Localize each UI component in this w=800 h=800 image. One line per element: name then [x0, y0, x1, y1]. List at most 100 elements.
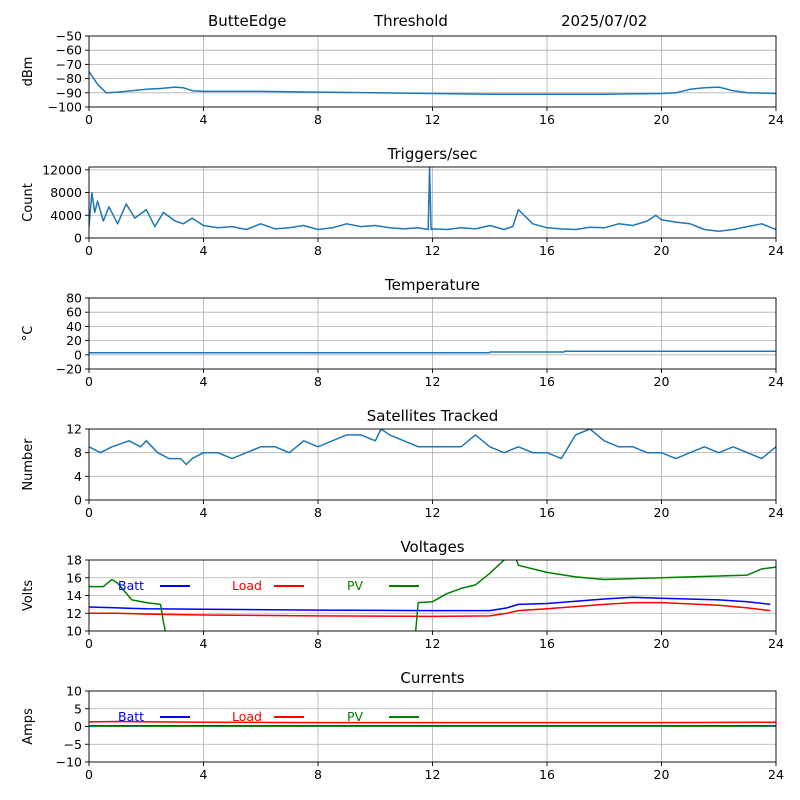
y-tick-label: −70: [56, 57, 82, 72]
x-tick-label: 0: [85, 112, 93, 127]
x-tick-label: 16: [539, 505, 555, 520]
x-tick-label: 8: [314, 243, 322, 258]
x-tick-label: 16: [539, 374, 555, 389]
date-label: 2025/07/02: [561, 12, 648, 30]
y-tick-label: 14: [66, 588, 82, 603]
x-tick-label: 24: [768, 636, 784, 651]
y-tick-label: 18: [66, 553, 82, 568]
x-tick-label: 4: [200, 636, 208, 651]
y-tick-label: 20: [66, 333, 82, 348]
y-tick-label: 12: [66, 606, 82, 621]
panel-title: Temperature: [384, 276, 480, 294]
x-tick-label: 20: [654, 374, 670, 389]
x-tick-label: 12: [425, 112, 441, 127]
x-tick-label: 24: [768, 374, 784, 389]
y-tick-label: 8000: [50, 185, 82, 200]
y-axis-label: Volts: [21, 580, 36, 612]
legend-label-batt: Batt: [118, 709, 144, 724]
x-tick-label: 0: [85, 636, 93, 651]
x-tick-label: 24: [768, 505, 784, 520]
panel-4: 0 4 8 12 16 20 24 10 12 14 16 18 Voltages Volts Batt Lo…: [21, 538, 784, 651]
x-tick-label: 4: [200, 243, 208, 258]
panel-0: 0 4 8 12 16 20 24 −100−90−80−70−60−50 dBm: [21, 29, 784, 128]
mode-label: Threshold: [374, 12, 448, 30]
legend-label-batt: Batt: [118, 578, 144, 593]
series-line: [89, 429, 776, 466]
y-tick-label: 0: [74, 493, 82, 508]
legend-label-load: Load: [232, 578, 262, 593]
y-tick-label: 4: [74, 469, 82, 484]
y-tick-label: 4000: [50, 208, 82, 223]
x-tick-label: 12: [425, 243, 441, 258]
x-tick-label: 8: [314, 374, 322, 389]
x-tick-label: 0: [85, 374, 93, 389]
station-name: ButteEdge: [208, 12, 287, 30]
x-tick-label: 4: [200, 767, 208, 782]
series-line-load: [89, 601, 771, 618]
y-tick-label: −100: [48, 100, 82, 115]
y-tick-label: 40: [66, 319, 82, 334]
panel-title: Triggers/sec: [387, 145, 478, 163]
y-tick-label: 60: [66, 305, 82, 320]
series-line-pv: [89, 560, 776, 631]
y-tick-label: 12000: [42, 162, 82, 177]
y-axis-label: Count: [21, 183, 36, 222]
y-tick-label: 10: [66, 684, 82, 699]
x-tick-label: 12: [425, 767, 441, 782]
y-axis-label: Number: [21, 438, 36, 491]
y-tick-label: −10: [56, 755, 82, 770]
y-tick-label: −20: [56, 362, 82, 377]
series-line: [89, 167, 776, 232]
y-tick-label: 8: [74, 445, 82, 460]
x-tick-label: 0: [85, 505, 93, 520]
x-tick-label: 0: [85, 243, 93, 258]
y-tick-label: 0: [74, 231, 82, 246]
y-axis-label: dBm: [21, 57, 36, 87]
x-tick-label: 16: [539, 636, 555, 651]
x-tick-label: 12: [425, 636, 441, 651]
x-tick-label: 16: [539, 243, 555, 258]
x-tick-label: 12: [425, 374, 441, 389]
y-tick-label: 5: [74, 701, 82, 716]
legend-label-load: Load: [232, 709, 262, 724]
y-tick-label: −50: [56, 29, 82, 44]
y-tick-label: 16: [66, 570, 82, 585]
x-tick-label: 8: [314, 505, 322, 520]
y-tick-label: −90: [56, 85, 82, 100]
y-axis-label: °C: [21, 326, 36, 342]
legend-label-pv: PV: [347, 709, 364, 724]
series-line: [89, 350, 776, 354]
panel-title: Currents: [400, 669, 464, 687]
panel-title: Satellites Tracked: [367, 407, 498, 425]
panel-3: 0 4 8 12 16 20 24 0 4 8 12 Satellites Tracked Number: [21, 407, 784, 520]
x-tick-label: 8: [314, 636, 322, 651]
y-tick-label: 12: [66, 422, 82, 437]
x-tick-label: 8: [314, 112, 322, 127]
y-tick-label: 10: [66, 624, 82, 639]
y-tick-label: 80: [66, 291, 82, 306]
series-line-load: [89, 720, 776, 724]
y-tick-label: 0: [74, 719, 82, 734]
x-tick-label: 0: [85, 767, 93, 782]
panel-title: Voltages: [400, 538, 464, 556]
x-tick-label: 20: [654, 112, 670, 127]
x-tick-label: 16: [539, 112, 555, 127]
x-tick-label: 8: [314, 767, 322, 782]
x-tick-label: 4: [200, 374, 208, 389]
y-tick-label: −80: [56, 71, 82, 86]
y-tick-label: −60: [56, 43, 82, 58]
x-tick-label: 20: [654, 243, 670, 258]
x-tick-label: 20: [654, 636, 670, 651]
x-tick-label: 24: [768, 767, 784, 782]
series-line-batt: [89, 596, 771, 612]
panel-1: 0 4 8 12 16 20 24 0 4000 8000 12000 Triggers/sec Cou…: [21, 145, 784, 258]
x-tick-label: 24: [768, 243, 784, 258]
series-line: [89, 71, 776, 95]
x-tick-label: 4: [200, 112, 208, 127]
x-tick-label: 4: [200, 505, 208, 520]
x-tick-label: 16: [539, 767, 555, 782]
x-tick-label: 20: [654, 505, 670, 520]
